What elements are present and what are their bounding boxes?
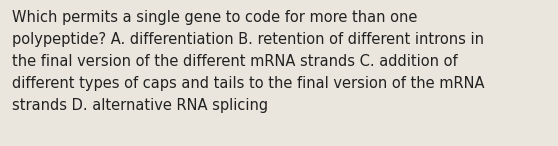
Text: the final version of the different mRNA strands C. addition of: the final version of the different mRNA …: [12, 54, 458, 69]
Text: Which permits a single gene to code for more than one: Which permits a single gene to code for …: [12, 10, 417, 25]
Text: different types of caps and tails to the final version of the mRNA: different types of caps and tails to the…: [12, 76, 484, 91]
Text: polypeptide? A. differentiation B. retention of different introns in: polypeptide? A. differentiation B. reten…: [12, 32, 484, 47]
Text: strands D. alternative RNA splicing: strands D. alternative RNA splicing: [12, 98, 268, 113]
